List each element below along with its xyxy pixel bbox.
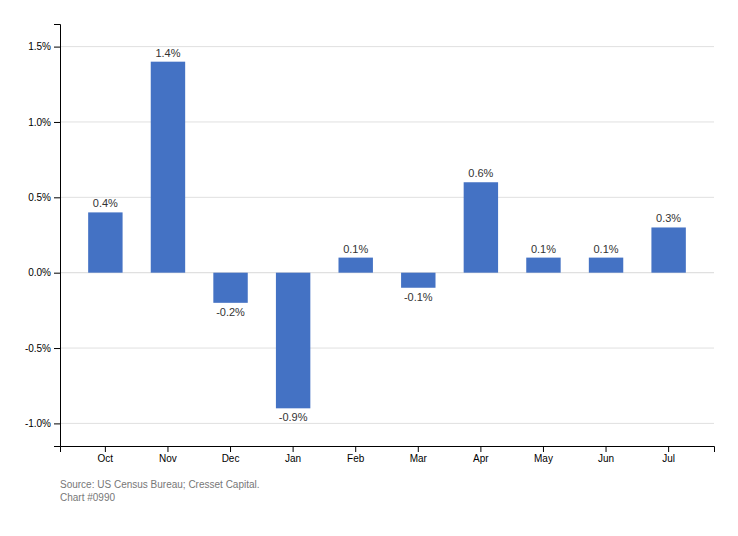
y-tick-label: 1.0%: [28, 117, 51, 128]
y-tick-label: 1.5%: [28, 41, 51, 52]
bars: [88, 62, 686, 409]
x-tick-mark: [668, 446, 669, 452]
y-tick-label: 0.5%: [28, 192, 51, 203]
x-axis-line: [61, 447, 715, 453]
x-tick: Dec: [222, 446, 240, 464]
data-label: 0.6%: [468, 167, 493, 179]
data-label: 0.1%: [343, 243, 368, 255]
y-tick: 0.0%: [28, 267, 60, 278]
x-tick-label: Apr: [473, 453, 489, 464]
x-tick-label: Jul: [662, 453, 675, 464]
x-tick-mark: [606, 446, 607, 452]
x-tick: Jul: [662, 446, 675, 464]
x-tick-mark: [167, 446, 168, 452]
bar: [151, 62, 185, 273]
bar: [401, 273, 435, 288]
grid: [60, 47, 714, 424]
x-tick: Jun: [598, 446, 614, 464]
x-tick-mark: [418, 446, 419, 452]
x-tick-label: Mar: [410, 453, 428, 464]
x-tick-mark: [543, 446, 544, 452]
chart: 0.4% 1.4% -0.2% -0.9% 0.1% -0.1% 0.6% 0.1% 0.1% 0…: [0, 0, 738, 536]
data-label: -0.2%: [216, 306, 245, 318]
data-label: 0.1%: [594, 243, 619, 255]
data-label: -0.9%: [279, 411, 308, 423]
y-tick: 0.5%: [28, 192, 60, 203]
bar: [651, 227, 685, 272]
bar: [464, 182, 498, 272]
x-tick-label: Feb: [347, 453, 365, 464]
y-tick: -1.0%: [25, 418, 60, 429]
y-tick-mark: [54, 197, 60, 198]
grid-line: [60, 348, 714, 349]
x-tick: Apr: [473, 446, 489, 464]
y-axis-line: [54, 25, 61, 447]
y-tick-mark: [54, 348, 60, 349]
grid-line: [60, 423, 714, 424]
data-label: 0.3%: [656, 212, 681, 224]
y-tick-label: -0.5%: [25, 343, 51, 354]
data-label: -0.1%: [404, 291, 433, 303]
plot: 0.4% 1.4% -0.2% -0.9% 0.1% -0.1% 0.6% 0.1% 0.1% 0…: [25, 25, 715, 465]
x-tick-mark: [293, 446, 294, 452]
x-tick-mark: [105, 446, 106, 452]
data-labels: 0.4% 1.4% -0.2% -0.9% 0.1% -0.1% 0.6% 0.1% 0.1% 0…: [93, 47, 682, 423]
data-label: 0.1%: [531, 243, 556, 255]
y-tick: 1.5%: [28, 41, 60, 52]
x-tick: May: [534, 446, 553, 464]
bar: [526, 258, 560, 273]
y-tick: 1.0%: [28, 117, 60, 128]
bar: [589, 258, 623, 273]
y-tick-label: 0.0%: [28, 267, 51, 278]
x-tick-label: May: [534, 453, 553, 464]
x-tick-label: Dec: [222, 453, 240, 464]
x-tick-label: Jan: [285, 453, 301, 464]
bar: [338, 258, 372, 273]
y-tick-label: -1.0%: [25, 418, 51, 429]
bar: [88, 212, 122, 272]
x-tick: Nov: [159, 446, 177, 464]
x-tick-mark: [480, 446, 481, 452]
x-tick-mark: [230, 446, 231, 452]
bar: [213, 273, 247, 303]
y-tick: -0.5%: [25, 343, 60, 354]
x-tick: Mar: [410, 446, 428, 464]
x-tick-mark: [355, 446, 356, 452]
x-tick-label: Oct: [98, 453, 114, 464]
y-tick-mark: [54, 47, 60, 48]
x-tick: Feb: [347, 446, 365, 464]
annotation: Source: US Census Bureau; Cresset Capita…: [60, 479, 260, 503]
x-axis: Oct Nov Dec Jan Feb Mar Apr May Jun Jul: [61, 446, 715, 464]
bar: [276, 273, 310, 409]
data-label: 1.4%: [155, 47, 180, 59]
y-tick-mark: [54, 122, 60, 123]
data-label: 0.4%: [93, 197, 118, 209]
y-tick-mark: [54, 423, 60, 424]
y-axis: -1.0% -0.5% 0.0% 0.5% 1.0% 1.5%: [25, 25, 61, 447]
x-tick-label: Jun: [598, 453, 614, 464]
y-tick-mark: [54, 273, 60, 274]
x-tick-label: Nov: [159, 453, 177, 464]
x-tick: Jan: [285, 446, 301, 464]
x-tick: Oct: [98, 446, 114, 464]
